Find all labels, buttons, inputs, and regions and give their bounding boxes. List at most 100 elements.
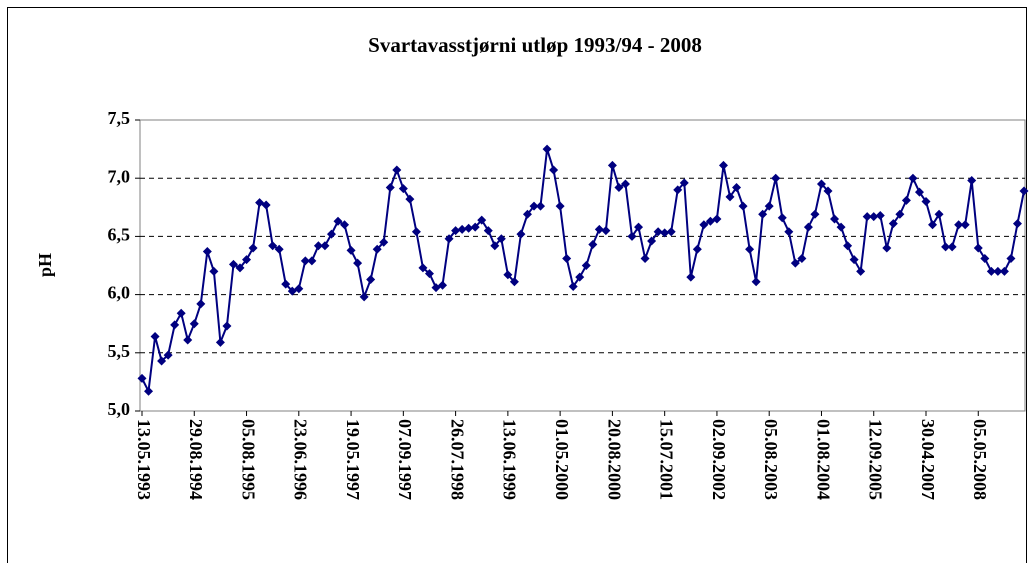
x-tick-label: 13.06.1999	[500, 419, 520, 500]
data-point	[379, 237, 389, 247]
x-tick-label: 13.05.1993	[134, 419, 154, 500]
data-point	[869, 212, 879, 222]
x-tick-label: 29.08.1994	[186, 419, 206, 500]
data-point	[836, 222, 846, 232]
data-point	[300, 256, 310, 266]
data-point	[346, 245, 356, 255]
data-point	[1012, 219, 1022, 229]
data-point	[993, 266, 1003, 276]
y-tick-label: 7,0	[108, 166, 131, 186]
data-point	[222, 321, 232, 331]
data-point	[843, 241, 853, 251]
data-point	[777, 213, 787, 223]
data-point	[536, 201, 546, 211]
data-point	[888, 219, 898, 229]
data-point	[980, 254, 990, 264]
y-tick-label: 5,0	[108, 399, 131, 419]
x-tick-label: 05.08.1995	[238, 419, 258, 500]
data-point	[418, 263, 428, 273]
y-axis-label: pH	[35, 253, 55, 277]
data-point	[503, 270, 513, 280]
x-tick-label: 01.08.2004	[813, 419, 833, 500]
x-tick-label: 05.05.2008	[970, 419, 990, 500]
data-point	[640, 254, 650, 264]
data-point	[875, 210, 885, 220]
data-point	[248, 243, 258, 253]
data-point	[170, 320, 180, 330]
data-point	[581, 261, 591, 270]
data-point	[242, 255, 252, 265]
data-point	[516, 229, 526, 239]
x-tick-label: 07.09.1997	[395, 419, 415, 500]
x-tick-label: 19.05.1997	[343, 419, 363, 500]
data-point	[928, 220, 938, 230]
data-point	[803, 222, 813, 232]
data-point	[549, 165, 559, 175]
data-point	[810, 209, 820, 219]
data-point	[758, 209, 768, 219]
data-point	[921, 196, 931, 206]
data-point	[607, 160, 617, 170]
data-point	[438, 280, 448, 290]
x-tick-label: 15.07.2001	[657, 419, 677, 500]
data-point	[183, 335, 193, 345]
data-point	[954, 220, 964, 230]
data-point	[588, 240, 598, 250]
data-point	[797, 254, 807, 264]
data-point	[359, 292, 369, 302]
data-point	[745, 244, 755, 254]
data-point	[398, 184, 408, 194]
data-point	[816, 179, 826, 189]
x-tick-label: 01.05.2000	[552, 419, 572, 500]
data-point	[483, 226, 493, 236]
data-point	[444, 234, 454, 244]
data-point	[268, 241, 278, 251]
data-point	[392, 165, 402, 175]
data-point	[634, 222, 644, 232]
data-point	[973, 243, 983, 253]
data-point	[542, 144, 552, 154]
data-point	[281, 279, 291, 289]
data-point	[405, 194, 415, 204]
x-tick-label: 30.04.2007	[918, 419, 938, 500]
data-point	[908, 173, 918, 183]
data-point	[176, 308, 186, 318]
data-point	[999, 266, 1009, 276]
data-point	[509, 277, 519, 287]
data-point	[614, 183, 624, 193]
data-point	[215, 337, 225, 347]
data-point	[562, 254, 572, 264]
data-point	[862, 212, 872, 222]
chart-title: Svartavasstjørni utløp 1993/94 - 2008	[368, 33, 702, 57]
data-point	[522, 209, 532, 219]
data-point	[620, 179, 630, 189]
data-point	[157, 356, 167, 366]
data-point	[411, 227, 421, 237]
y-tick-label: 7,5	[108, 108, 131, 128]
data-point	[986, 266, 996, 276]
data-point	[228, 259, 238, 269]
data-point	[738, 201, 748, 211]
data-point	[424, 269, 434, 279]
data-point	[333, 216, 343, 226]
data-point	[712, 214, 722, 224]
data-point	[764, 201, 774, 211]
data-point	[627, 231, 637, 241]
data-point	[490, 241, 500, 251]
data-point	[235, 263, 245, 273]
data-point	[326, 229, 336, 239]
data-point	[934, 209, 944, 219]
data-point	[699, 220, 709, 230]
data-point	[163, 350, 173, 360]
data-point	[771, 173, 781, 183]
x-tick-label: 23.06.1996	[291, 419, 311, 500]
data-point	[366, 274, 376, 284]
data-point	[686, 272, 696, 282]
data-point	[496, 234, 506, 244]
data-point	[209, 266, 219, 276]
data-point	[313, 241, 323, 251]
data-point	[353, 258, 363, 268]
x-tick-label: 02.09.2002	[709, 419, 729, 500]
data-point	[144, 386, 154, 396]
data-point	[150, 332, 160, 342]
